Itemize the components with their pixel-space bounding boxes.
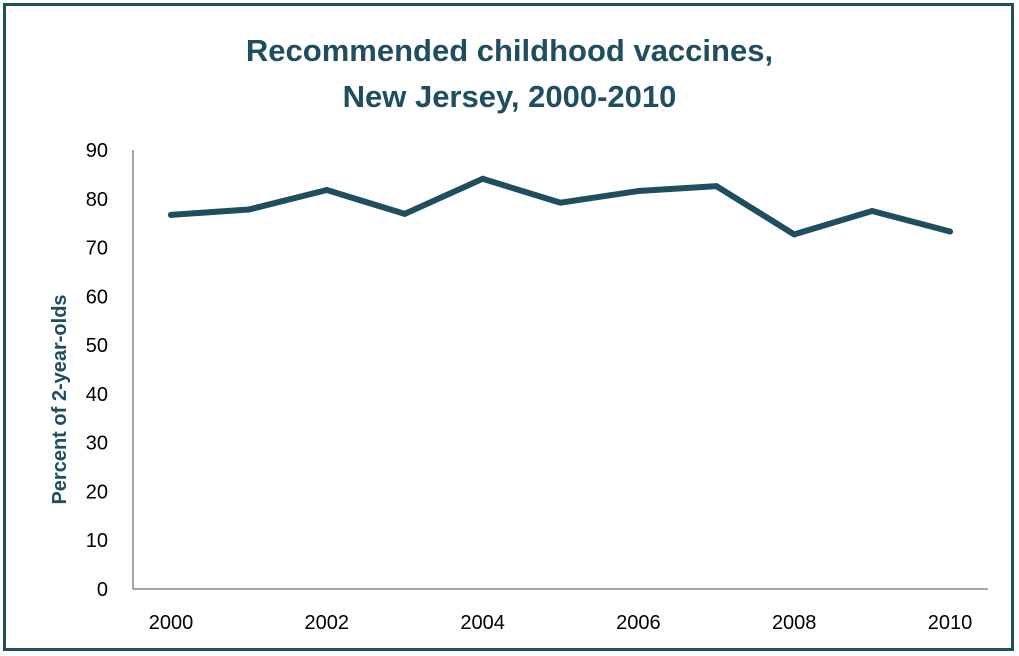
x-tick-labels: 2000 2002 2004 2006 2008 2010 [149, 612, 973, 634]
y-tick-label: 40 [86, 384, 108, 406]
y-tick-label: 60 [86, 286, 108, 308]
x-tick-label: 2006 [616, 612, 661, 634]
y-tick-label: 50 [86, 335, 108, 357]
data-point [791, 231, 798, 238]
y-tick-labels: 0 10 20 30 40 50 60 70 80 90 [86, 140, 108, 601]
x-tick-label: 2002 [305, 612, 350, 634]
data-point [245, 206, 252, 213]
series-line [168, 175, 953, 238]
data-point [168, 211, 174, 218]
y-tick-label: 10 [86, 530, 108, 552]
x-tick-label: 2004 [460, 612, 505, 634]
y-tick-label: 20 [86, 481, 108, 503]
y-tick-label: 70 [86, 238, 108, 260]
y-tick-label: 80 [86, 189, 108, 211]
data-point [323, 186, 330, 193]
data-point [557, 199, 564, 206]
x-tick-label: 2000 [149, 612, 194, 634]
data-point [713, 183, 720, 190]
data-point [401, 210, 408, 217]
y-axis-label: Percent of 2-year-olds [49, 294, 71, 504]
chart-frame [3, 3, 1014, 651]
data-point [635, 187, 642, 194]
x-tick-label: 2008 [772, 612, 817, 634]
chart-title-line-2: New Jersey, 2000-2010 [342, 79, 677, 114]
x-tick-label: 2010 [928, 612, 973, 634]
data-point [479, 175, 486, 182]
chart-axes [132, 150, 988, 590]
y-tick-label: 30 [86, 433, 108, 455]
data-point [869, 207, 876, 214]
y-tick-label: 0 [97, 579, 108, 601]
series-group [168, 175, 953, 238]
chart-title-line-1: Recommended childhood vaccines, [245, 33, 774, 68]
data-point [947, 228, 953, 235]
y-tick-label: 90 [86, 140, 108, 162]
